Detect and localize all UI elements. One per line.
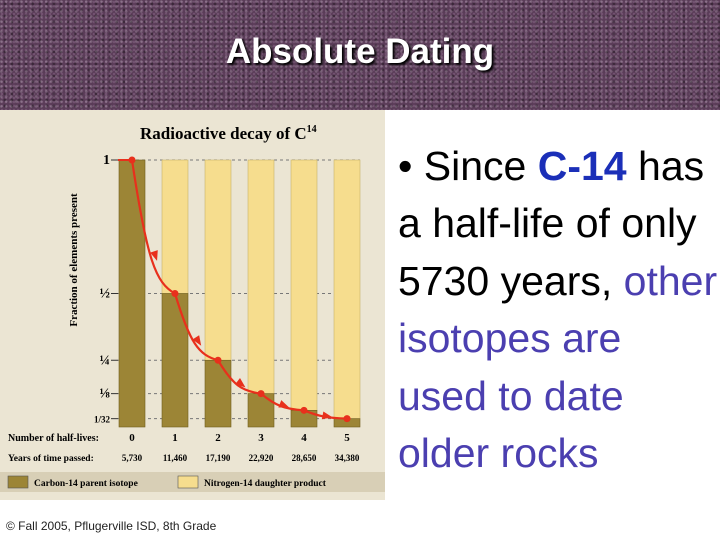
copyright-footer: © Fall 2005, Pflugerville ISD, 8th Grade: [6, 519, 217, 533]
y-tick-label-0: 1: [103, 153, 110, 168]
legend-label-carbon: Carbon-14 parent isotope: [34, 479, 138, 489]
carbon-bar-2: [204, 359, 232, 428]
row-label-half-lives: Number of half-lives:: [8, 433, 99, 444]
y-axis-label: Fraction of elements present: [68, 193, 80, 327]
c14-highlight: C-14: [537, 143, 627, 189]
curve-point-0: [128, 156, 136, 164]
carbon-bar-0: [118, 159, 146, 428]
half-life-label-1: 1: [172, 432, 178, 444]
chart-background: [0, 110, 385, 500]
y-tick-label-3: ⅛: [100, 387, 111, 402]
half-life-label-0: 0: [129, 432, 135, 444]
nitrogen-bar-4: [290, 159, 318, 411]
nitrogen-bar-3: [247, 159, 275, 394]
years-label-2: 17,190: [206, 453, 231, 463]
half-life-label-3: 3: [258, 432, 264, 444]
decay-curve: [118, 156, 351, 423]
curve-point-4: [300, 406, 308, 414]
legend-label-nitrogen: Nitrogen-14 daughter product: [204, 479, 327, 489]
curve-point-3: [257, 390, 265, 398]
decay-chart: Radioactive decay of C14 Fraction of ele…: [0, 110, 385, 500]
years-label-3: 22,920: [249, 453, 274, 463]
bars: [118, 159, 361, 428]
curve-arrow-3: [235, 378, 246, 388]
chart-title-sup: 14: [307, 124, 317, 135]
y-tick-label-4: 1/32: [94, 415, 111, 425]
chart-title: Radioactive decay of C14: [140, 124, 317, 143]
nitrogen-bar-5: [333, 159, 361, 419]
years-label-5: 34,380: [335, 453, 360, 463]
curve-point-2: [214, 356, 222, 364]
curve-point-1: [171, 290, 179, 297]
x-labels: 0 5,730 1 11,460 2 17,190 3 22,920 4 28,650 5 34,38…: [122, 432, 360, 463]
half-life-label-4: 4: [301, 432, 307, 444]
half-life-text: has a half-life of only 5730 years,: [398, 143, 705, 304]
legend-swatch-carbon: [7, 475, 29, 489]
y-tick-label-2: ¼: [100, 353, 111, 368]
legend: Carbon-14 parent isotope Nitrogen-14 daug…: [0, 472, 385, 492]
title-bar: Absolute Dating: [0, 0, 720, 110]
y-ticks: 1 ½ ¼ ⅛ 1/32: [94, 153, 118, 425]
curve-arrow-1: [150, 250, 158, 261]
decay-chart-figure: Radioactive decay of C14 Fraction of ele…: [0, 110, 385, 500]
carbon-bar-3: [247, 393, 275, 428]
carbon-bar-1: [161, 293, 189, 428]
nitrogen-bar-2: [204, 159, 232, 361]
since-text: Since: [423, 143, 527, 189]
legend-swatch-nitrogen: [177, 475, 199, 489]
curve-arrow-5: [321, 411, 333, 420]
y-tick-label-1: ½: [100, 287, 111, 302]
years-label-4: 28,650: [292, 453, 317, 463]
slide-title: Absolute Dating: [225, 32, 495, 71]
nitrogen-bar-1: [161, 159, 189, 294]
bullet-text: • Since C-14 has a half-life of only 573…: [398, 138, 718, 482]
gridlines: [118, 159, 360, 420]
years-label-1: 11,460: [163, 453, 188, 463]
curve-point-5: [343, 415, 351, 423]
row-label-years: Years of time passed:: [8, 454, 94, 464]
years-label-0: 5,730: [122, 453, 143, 463]
other-isotopes-text: other isotopes are used to date older ro…: [398, 257, 718, 476]
curve-arrow-2: [192, 335, 202, 346]
bullet-symbol: •: [398, 143, 413, 189]
half-life-label-2: 2: [215, 432, 221, 444]
half-life-label-5: 5: [344, 432, 350, 444]
chart-title-main: Radioactive decay of C: [140, 124, 307, 143]
curve-arrow-4: [278, 400, 290, 408]
